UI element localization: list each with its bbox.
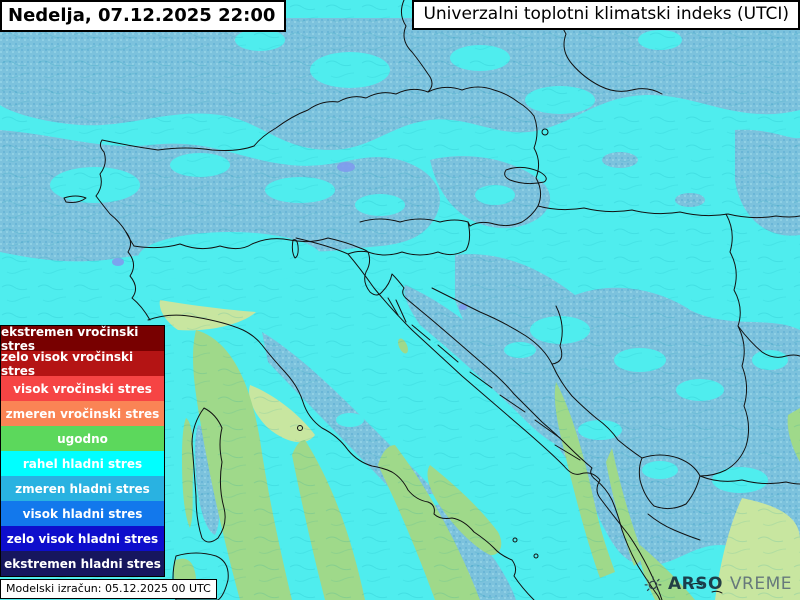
legend-item-label: zmeren vročinski stres	[5, 406, 160, 421]
legend-item-label: ugodno	[57, 431, 108, 446]
legend-item-high-cold-stress: visok hladni stres	[1, 501, 164, 526]
legend-item-label: rahel hladni stres	[22, 456, 143, 471]
legend-item-label: zelo visok hladni stres	[6, 531, 159, 546]
legend-item-label: ekstremen vročinski stres	[1, 324, 139, 353]
legend-item-moderate-heat-stress: zmeren vročinski stres	[1, 401, 164, 426]
brand-vreme: VREME	[729, 574, 792, 594]
legend-item-label: ekstremen hladni stres	[4, 556, 161, 571]
legend-item-label: visok hladni stres	[22, 506, 143, 521]
page-title: Univerzalni toplotni klimatski indeks (U…	[412, 0, 800, 30]
legend-item-extreme-cold-stress: ekstremen hladni stres	[1, 551, 164, 576]
utci-legend: ekstremen vročinski stres zelo visok vro…	[0, 325, 165, 577]
legend-item-extreme-heat-stress: ekstremen vročinski stres	[1, 324, 164, 353]
legend-item-very-high-cold-stress: zelo visok hladni stres	[1, 526, 164, 551]
legend-item-slight-cold-stress: rahel hladni stres	[1, 451, 164, 476]
legend-item-very-high-heat-stress: zelo visok vročinski stres	[1, 349, 164, 378]
legend-item-label: zelo visok vročinski stres	[1, 349, 134, 378]
arso-vreme-logo: ARSO VREME	[642, 573, 792, 595]
date-time-label: Nedelja, 07.12.2025 22:00	[0, 0, 287, 32]
legend-item-high-heat-stress: visok vročinski stres	[1, 376, 164, 401]
legend-item-comfortable: ugodno	[1, 426, 164, 451]
brand-arso: ARSO	[667, 574, 723, 594]
model-run-label: Modelski izračun: 05.12.2025 00 UTC	[0, 579, 217, 599]
legend-item-moderate-cold-stress: zmeren hladni stres	[1, 476, 164, 501]
legend-item-label: zmeren hladni stres	[15, 481, 150, 496]
legend-item-label: visok vročinski stres	[13, 381, 152, 396]
sun-icon	[644, 576, 662, 592]
